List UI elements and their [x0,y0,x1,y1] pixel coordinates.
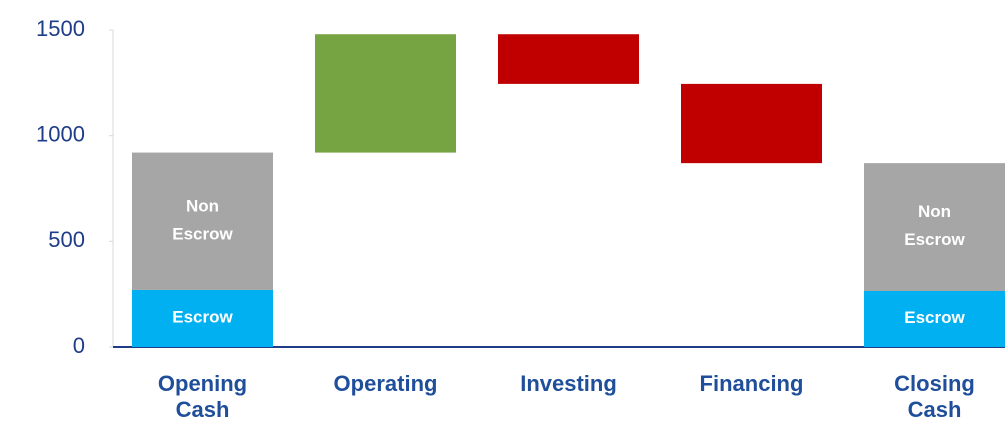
x-tick-label: Opening Cash [158,371,247,422]
bar-segment [864,163,1005,291]
bar-segment [132,152,273,290]
x-tick-label: Financing [700,371,804,396]
segment-label: Non Escrow [904,203,965,250]
y-tick-label: 500 [48,227,85,252]
segment-label: Escrow [172,308,233,327]
y-tick-label: 1500 [36,16,85,41]
bar [315,34,456,153]
bar [498,34,639,84]
x-tick-label: Closing Cash [894,371,975,422]
segment-label: Escrow [904,308,965,327]
x-tick-label: Investing [520,371,617,396]
y-tick-label: 1000 [36,121,85,146]
x-tick-label: Operating [334,371,438,396]
bar [681,83,822,164]
y-tick-label: 0 [73,333,85,358]
segment-label: Non Escrow [172,197,233,244]
bar-segment [864,290,1005,347]
bar-segment [132,289,273,347]
